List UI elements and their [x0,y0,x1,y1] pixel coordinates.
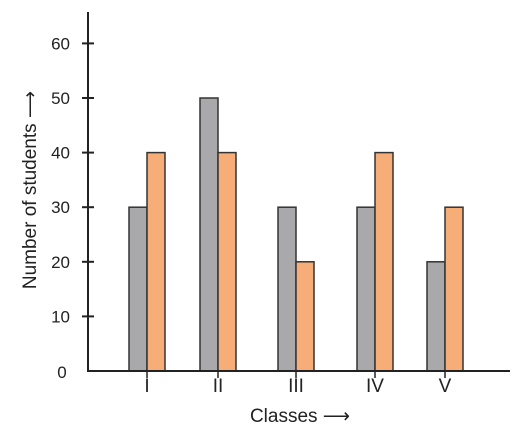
bar-IV-series-2 [374,151,394,372]
origin-label: 0 [57,363,66,382]
y-axis-title: Number of students ⟶ [20,91,41,289]
bar-V-series-2 [444,206,464,372]
y-tick-label-60: 60 [51,34,70,53]
x-axis-title: Classes ⟶ [250,406,350,427]
x-tick-label-III: III [288,376,304,397]
bar-V-series-1 [426,261,446,372]
x-tick-label-V: V [439,376,452,397]
x-labels-layer: I II III IV V [144,371,452,397]
bar-II-series-2 [217,151,237,372]
bars-layer [128,97,464,372]
x-tick-label-IV: IV [366,376,384,397]
bar-I-series-2 [146,151,166,372]
y-tick-label-50: 50 [51,89,70,108]
x-tick-label-II: II [213,376,224,397]
bar-I-series-1 [128,206,148,372]
y-ticks-layer: 10 20 30 40 50 60 [51,34,94,326]
y-tick-label-30: 30 [51,198,70,217]
bar-III-series-1 [277,206,297,372]
bar-IV-series-1 [356,206,376,372]
bar-II-series-1 [199,97,219,372]
y-tick-label-10: 10 [51,307,70,326]
y-tick-label-20: 20 [51,253,70,272]
x-tick-label-I: I [144,376,149,397]
bar-III-series-2 [295,261,315,372]
y-tick-label-40: 40 [51,144,70,163]
